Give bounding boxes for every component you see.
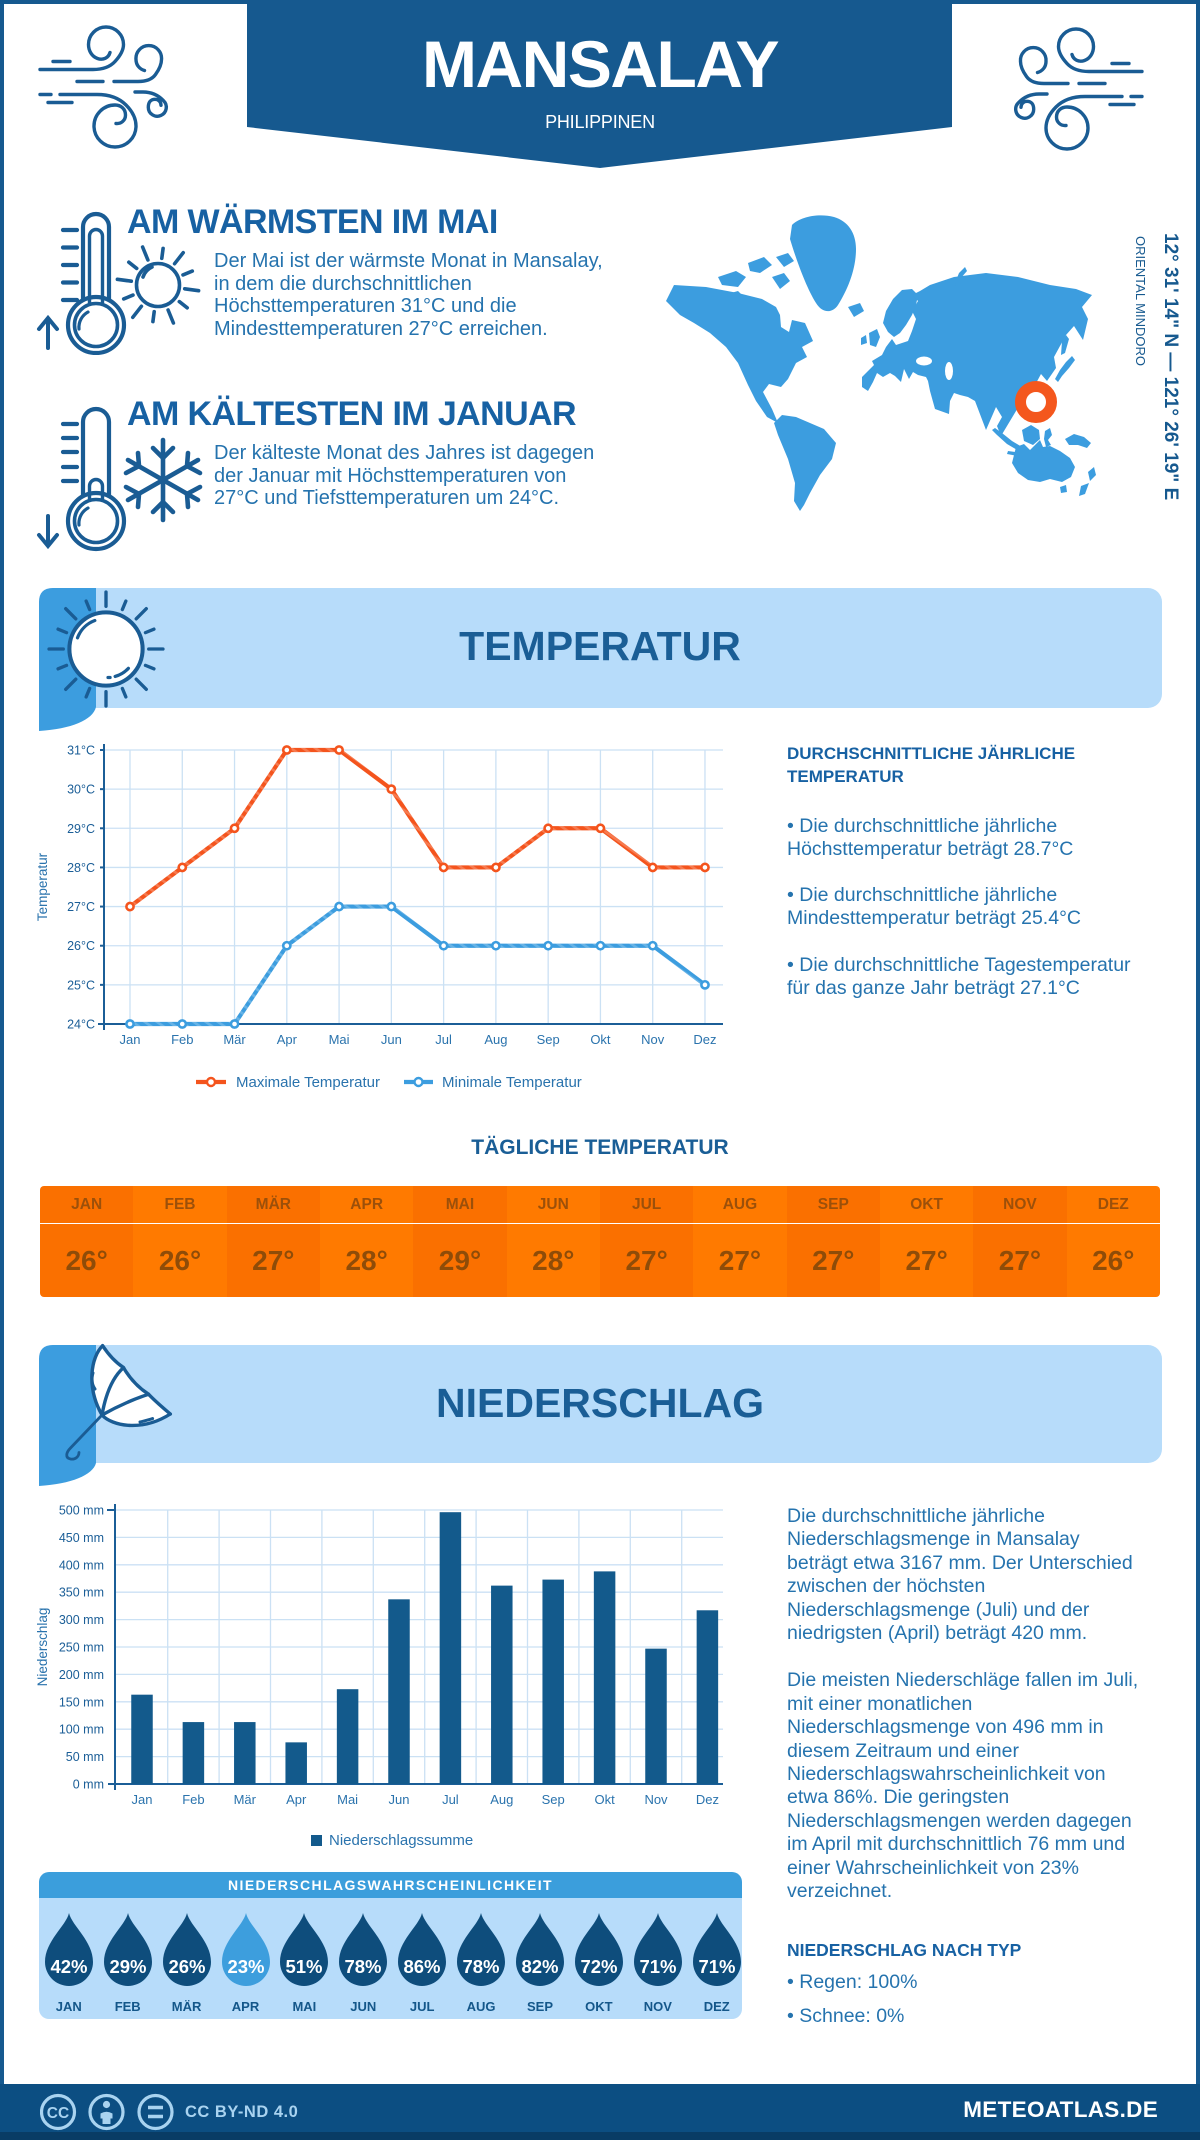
- svg-text:26°C: 26°C: [67, 939, 95, 953]
- svg-text:CC: CC: [47, 2105, 69, 2122]
- svg-text:Niederschlag: Niederschlag: [35, 1608, 50, 1687]
- svg-text:Feb: Feb: [182, 1792, 204, 1807]
- svg-text:Jul: Jul: [442, 1792, 459, 1807]
- svg-text:Okt: Okt: [594, 1792, 615, 1807]
- svg-text:Minimale Temperatur: Minimale Temperatur: [442, 1074, 582, 1091]
- svg-text:0 mm: 0 mm: [73, 1778, 104, 1792]
- svg-text:Temperatur: Temperatur: [35, 852, 50, 921]
- svg-text:Niederschlagssumme: Niederschlagssumme: [329, 1832, 473, 1849]
- svg-text:Jan: Jan: [120, 1032, 141, 1047]
- svg-text:78%: 78%: [345, 1956, 382, 1977]
- svg-text:Nov: Nov: [644, 1792, 668, 1807]
- svg-text:71%: 71%: [698, 1956, 735, 1977]
- svg-text:Jul: Jul: [435, 1032, 452, 1047]
- svg-text:28°C: 28°C: [67, 861, 95, 875]
- svg-text:150 mm: 150 mm: [59, 1695, 104, 1709]
- svg-text:Maximale Temperatur: Maximale Temperatur: [236, 1074, 380, 1091]
- svg-text:31°C: 31°C: [67, 743, 95, 757]
- svg-text:51%: 51%: [286, 1956, 323, 1977]
- svg-text:300 mm: 300 mm: [59, 1613, 104, 1627]
- svg-text:Nov: Nov: [641, 1032, 665, 1047]
- svg-text:29%: 29%: [109, 1956, 146, 1977]
- svg-text:350 mm: 350 mm: [59, 1586, 104, 1600]
- svg-text:Dez: Dez: [696, 1792, 719, 1807]
- svg-text:500 mm: 500 mm: [59, 1504, 104, 1518]
- svg-text:25°C: 25°C: [67, 978, 95, 992]
- svg-text:72%: 72%: [580, 1956, 617, 1977]
- svg-text:24°C: 24°C: [67, 1018, 95, 1032]
- svg-text:Dez: Dez: [693, 1032, 716, 1047]
- svg-text:50 mm: 50 mm: [66, 1750, 104, 1764]
- svg-text:Aug: Aug: [490, 1792, 513, 1807]
- svg-text:Jan: Jan: [132, 1792, 153, 1807]
- svg-text:100 mm: 100 mm: [59, 1723, 104, 1737]
- svg-text:Mai: Mai: [329, 1032, 350, 1047]
- svg-text:23%: 23%: [227, 1956, 264, 1977]
- svg-text:Apr: Apr: [286, 1792, 307, 1807]
- svg-text:42%: 42%: [50, 1956, 87, 1977]
- svg-text:250 mm: 250 mm: [59, 1641, 104, 1655]
- svg-text:Apr: Apr: [277, 1032, 298, 1047]
- svg-text:450 mm: 450 mm: [59, 1531, 104, 1545]
- svg-text:27°C: 27°C: [67, 900, 95, 914]
- svg-text:29°C: 29°C: [67, 822, 95, 836]
- svg-text:200 mm: 200 mm: [59, 1668, 104, 1682]
- svg-text:Mär: Mär: [223, 1032, 246, 1047]
- svg-text:Mär: Mär: [234, 1792, 257, 1807]
- svg-text:Mai: Mai: [337, 1792, 358, 1807]
- svg-text:Okt: Okt: [590, 1032, 611, 1047]
- svg-text:86%: 86%: [404, 1956, 441, 1977]
- svg-text:82%: 82%: [521, 1956, 558, 1977]
- svg-text:Aug: Aug: [484, 1032, 507, 1047]
- svg-text:400 mm: 400 mm: [59, 1558, 104, 1572]
- svg-text:78%: 78%: [463, 1956, 500, 1977]
- svg-text:Jun: Jun: [389, 1792, 410, 1807]
- svg-text:26%: 26%: [168, 1956, 205, 1977]
- svg-text:Sep: Sep: [537, 1032, 560, 1047]
- svg-text:Jun: Jun: [381, 1032, 402, 1047]
- svg-text:Sep: Sep: [542, 1792, 565, 1807]
- svg-text:Feb: Feb: [171, 1032, 193, 1047]
- svg-text:71%: 71%: [639, 1956, 676, 1977]
- svg-text:30°C: 30°C: [67, 783, 95, 797]
